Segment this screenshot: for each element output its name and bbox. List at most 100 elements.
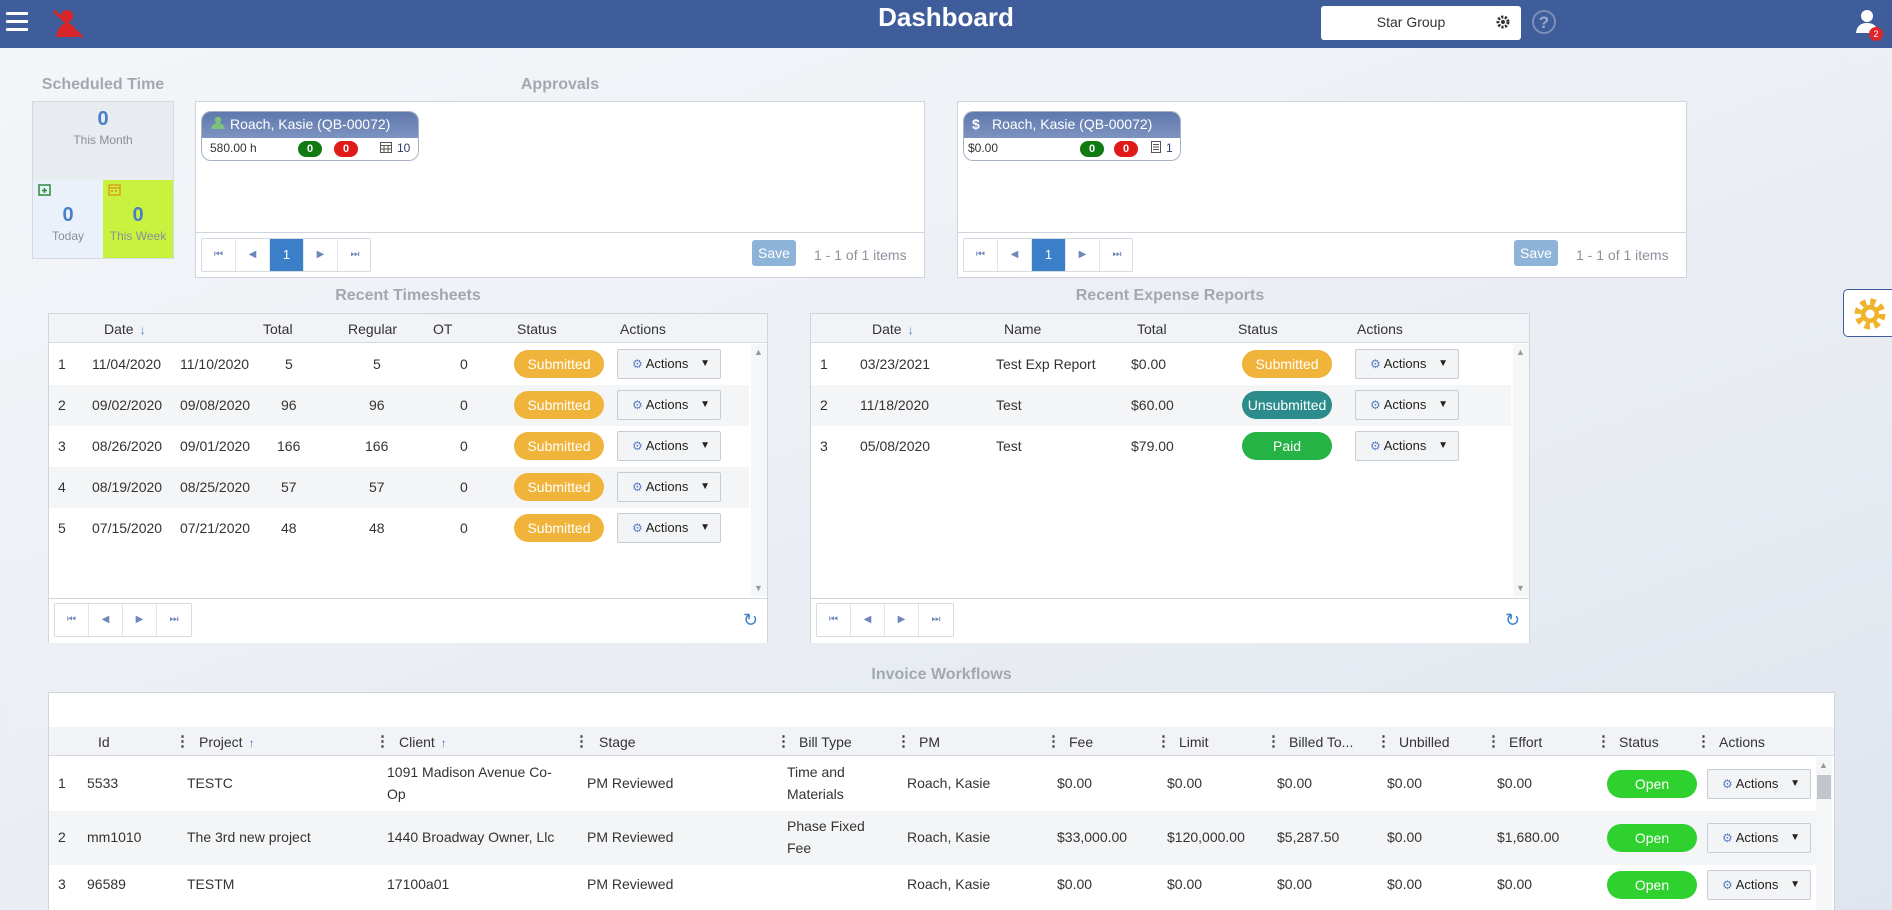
last-page-icon[interactable]: ⏭	[1112, 249, 1122, 260]
vertical-scrollbar[interactable]: ▲ ▼	[1513, 344, 1529, 596]
refresh-icon[interactable]: ↻	[1505, 610, 1521, 630]
column-header-status[interactable]: Status	[1619, 734, 1659, 750]
column-header-total[interactable]: Total	[1137, 321, 1167, 337]
page-number-button[interactable]: 1	[1032, 239, 1066, 271]
this-month-tile[interactable]: 0 This Month	[33, 102, 173, 180]
column-header-pm[interactable]: PM	[919, 734, 940, 750]
scroll-up-icon[interactable]: ▲	[754, 347, 763, 357]
column-menu-icon[interactable]: ⋮	[896, 733, 911, 750]
actions-dropdown[interactable]: ⚙ Actions ▼	[1355, 390, 1459, 420]
column-menu-icon[interactable]: ⋮	[175, 733, 190, 750]
column-menu-icon[interactable]: ⋮	[1696, 733, 1711, 750]
column-menu-icon[interactable]: ⋮	[776, 733, 791, 750]
column-menu-icon[interactable]: ⋮	[1376, 733, 1391, 750]
company-selector[interactable]: Star Group	[1321, 6, 1521, 40]
column-menu-icon[interactable]: ⋮	[1596, 733, 1611, 750]
refresh-icon[interactable]: ↻	[743, 610, 759, 630]
column-menu-icon[interactable]: ⋮	[1486, 733, 1501, 750]
scroll-down-icon[interactable]: ▼	[1516, 583, 1525, 593]
column-menu-icon[interactable]: ⋮	[574, 733, 589, 750]
first-page-icon[interactable]: ⏮	[964, 239, 998, 271]
table-row[interactable]: 3 08/26/2020 09/01/2020 166 166 0 Submit…	[49, 426, 749, 467]
table-row[interactable]: 3 05/08/2020 Test $79.00 Paid ⚙ Actions ▼	[811, 426, 1511, 467]
last-page-icon[interactable]: ⏭	[931, 614, 941, 625]
column-header-bill-type[interactable]: Bill Type	[799, 734, 852, 750]
column-header-id[interactable]: Id	[98, 734, 110, 750]
table-row[interactable]: 2 09/02/2020 09/08/2020 96 96 0 Submitte…	[49, 385, 749, 426]
prev-page-icon[interactable]: ◀	[851, 604, 885, 636]
today-tile[interactable]: 0 Today	[33, 180, 103, 258]
actions-dropdown[interactable]: ⚙ Actions ▼	[1707, 823, 1811, 853]
actions-dropdown[interactable]: ⚙ Actions ▼	[617, 513, 721, 543]
column-header-status[interactable]: Status	[517, 321, 557, 337]
last-page-icon[interactable]: ⏭	[350, 249, 360, 260]
table-row[interactable]: 3 96589 TESTM 17100a01 PM Reviewed Roach…	[49, 865, 1816, 910]
next-page-icon[interactable]: ▶	[885, 604, 919, 636]
actions-dropdown[interactable]: ⚙ Actions ▼	[617, 472, 721, 502]
table-row[interactable]: 1 03/23/2021 Test Exp Report $0.00 Submi…	[811, 344, 1511, 385]
settings-panel-toggle[interactable]	[1843, 289, 1892, 337]
column-header-date[interactable]: Date ↓	[872, 321, 914, 337]
prev-page-icon[interactable]: ◀	[89, 604, 123, 636]
column-header-client[interactable]: Client ↑	[399, 734, 447, 750]
this-week-tile[interactable]: 0 This Week	[103, 180, 173, 258]
actions-dropdown[interactable]: ⚙ Actions ▼	[617, 349, 721, 379]
prev-page-icon[interactable]: ◀	[236, 239, 270, 271]
actions-dropdown[interactable]: ⚙ Actions ▼	[1355, 431, 1459, 461]
column-header-project[interactable]: Project ↑	[199, 734, 255, 750]
first-page-icon[interactable]: ⏮	[202, 239, 236, 271]
vertical-scrollbar[interactable]: ▲ ▼	[751, 344, 767, 596]
column-header-name[interactable]: Name	[1004, 321, 1042, 337]
column-header-fee[interactable]: Fee	[1069, 734, 1094, 750]
column-menu-icon[interactable]: ⋮	[1156, 733, 1171, 750]
actions-dropdown[interactable]: ⚙ Actions ▼	[1707, 870, 1811, 900]
scroll-down-icon[interactable]: ▼	[754, 583, 763, 593]
page-number-button[interactable]: 1	[270, 239, 304, 271]
first-page-icon[interactable]: ⏮	[55, 604, 89, 636]
next-page-icon[interactable]: ▶	[1066, 239, 1100, 271]
actions-dropdown[interactable]: ⚙ Actions ▼	[617, 390, 721, 420]
column-header-effort[interactable]: Effort	[1509, 734, 1543, 750]
expense-approval-card[interactable]: $ Roach, Kasie (QB-00072) $0.00 0 0 1	[963, 111, 1181, 161]
first-page-icon[interactable]: ⏮	[817, 604, 851, 636]
scroll-up-icon[interactable]: ▲	[1819, 760, 1828, 770]
column-header-regular[interactable]: Regular	[348, 321, 398, 337]
column-header-billed-to[interactable]: Billed To...	[1289, 734, 1354, 750]
column-header-date[interactable]: Date ↓	[104, 321, 146, 337]
table-row[interactable]: 2 11/18/2020 Test $60.00 Unsubmitted ⚙ Ac…	[811, 385, 1511, 426]
column-menu-icon[interactable]: ⋮	[375, 733, 390, 750]
help-icon[interactable]: ?	[1532, 10, 1556, 34]
save-button[interactable]: Save	[1514, 240, 1558, 266]
table-row[interactable]: 5 07/15/2020 07/21/2020 48 48 0 Submitte…	[49, 508, 749, 549]
column-header-status[interactable]: Status	[1238, 321, 1278, 337]
menu-icon[interactable]	[6, 12, 28, 32]
notification-badge: 2	[1869, 27, 1883, 41]
next-page-icon[interactable]: ▶	[123, 604, 157, 636]
timesheet-approval-card[interactable]: Roach, Kasie (QB-00072) 580.00 h 0 0 10	[201, 111, 419, 161]
table-row[interactable]: 1 5533 TESTC 1091 Madison Avenue Co- Op …	[49, 757, 1816, 811]
actions-dropdown[interactable]: ⚙ Actions ▼	[1355, 349, 1459, 379]
column-menu-icon[interactable]: ⋮	[1046, 733, 1061, 750]
last-page-icon[interactable]: ⏭	[169, 614, 179, 625]
column-header-unbilled[interactable]: Unbilled	[1399, 734, 1450, 750]
gears-icon: ⚙	[632, 521, 643, 535]
column-header-total[interactable]: Total	[263, 321, 293, 337]
table-row[interactable]: 1 11/04/2020 11/10/2020 5 5 0 Submitted …	[49, 344, 749, 385]
save-button[interactable]: Save	[752, 240, 796, 266]
vertical-scrollbar[interactable]: ▲	[1816, 757, 1832, 910]
gear-icon[interactable]	[1495, 14, 1511, 33]
prev-page-icon[interactable]: ◀	[998, 239, 1032, 271]
user-icon[interactable]	[1855, 9, 1879, 36]
actions-dropdown[interactable]: ⚙ Actions ▼	[617, 431, 721, 461]
column-header-limit[interactable]: Limit	[1179, 734, 1209, 750]
column-header-stage[interactable]: Stage	[599, 734, 636, 750]
scrollbar-thumb[interactable]	[1817, 775, 1831, 799]
column-menu-icon[interactable]: ⋮	[1266, 733, 1281, 750]
table-row[interactable]: 4 08/19/2020 08/25/2020 57 57 0 Submitte…	[49, 467, 749, 508]
app-logo-icon[interactable]	[50, 7, 86, 44]
table-row[interactable]: 2 mm1010 The 3rd new project 1440 Broadw…	[49, 811, 1816, 865]
column-header-ot[interactable]: OT	[433, 321, 453, 337]
scroll-up-icon[interactable]: ▲	[1516, 347, 1525, 357]
actions-dropdown[interactable]: ⚙ Actions ▼	[1707, 769, 1811, 799]
next-page-icon[interactable]: ▶	[304, 239, 338, 271]
